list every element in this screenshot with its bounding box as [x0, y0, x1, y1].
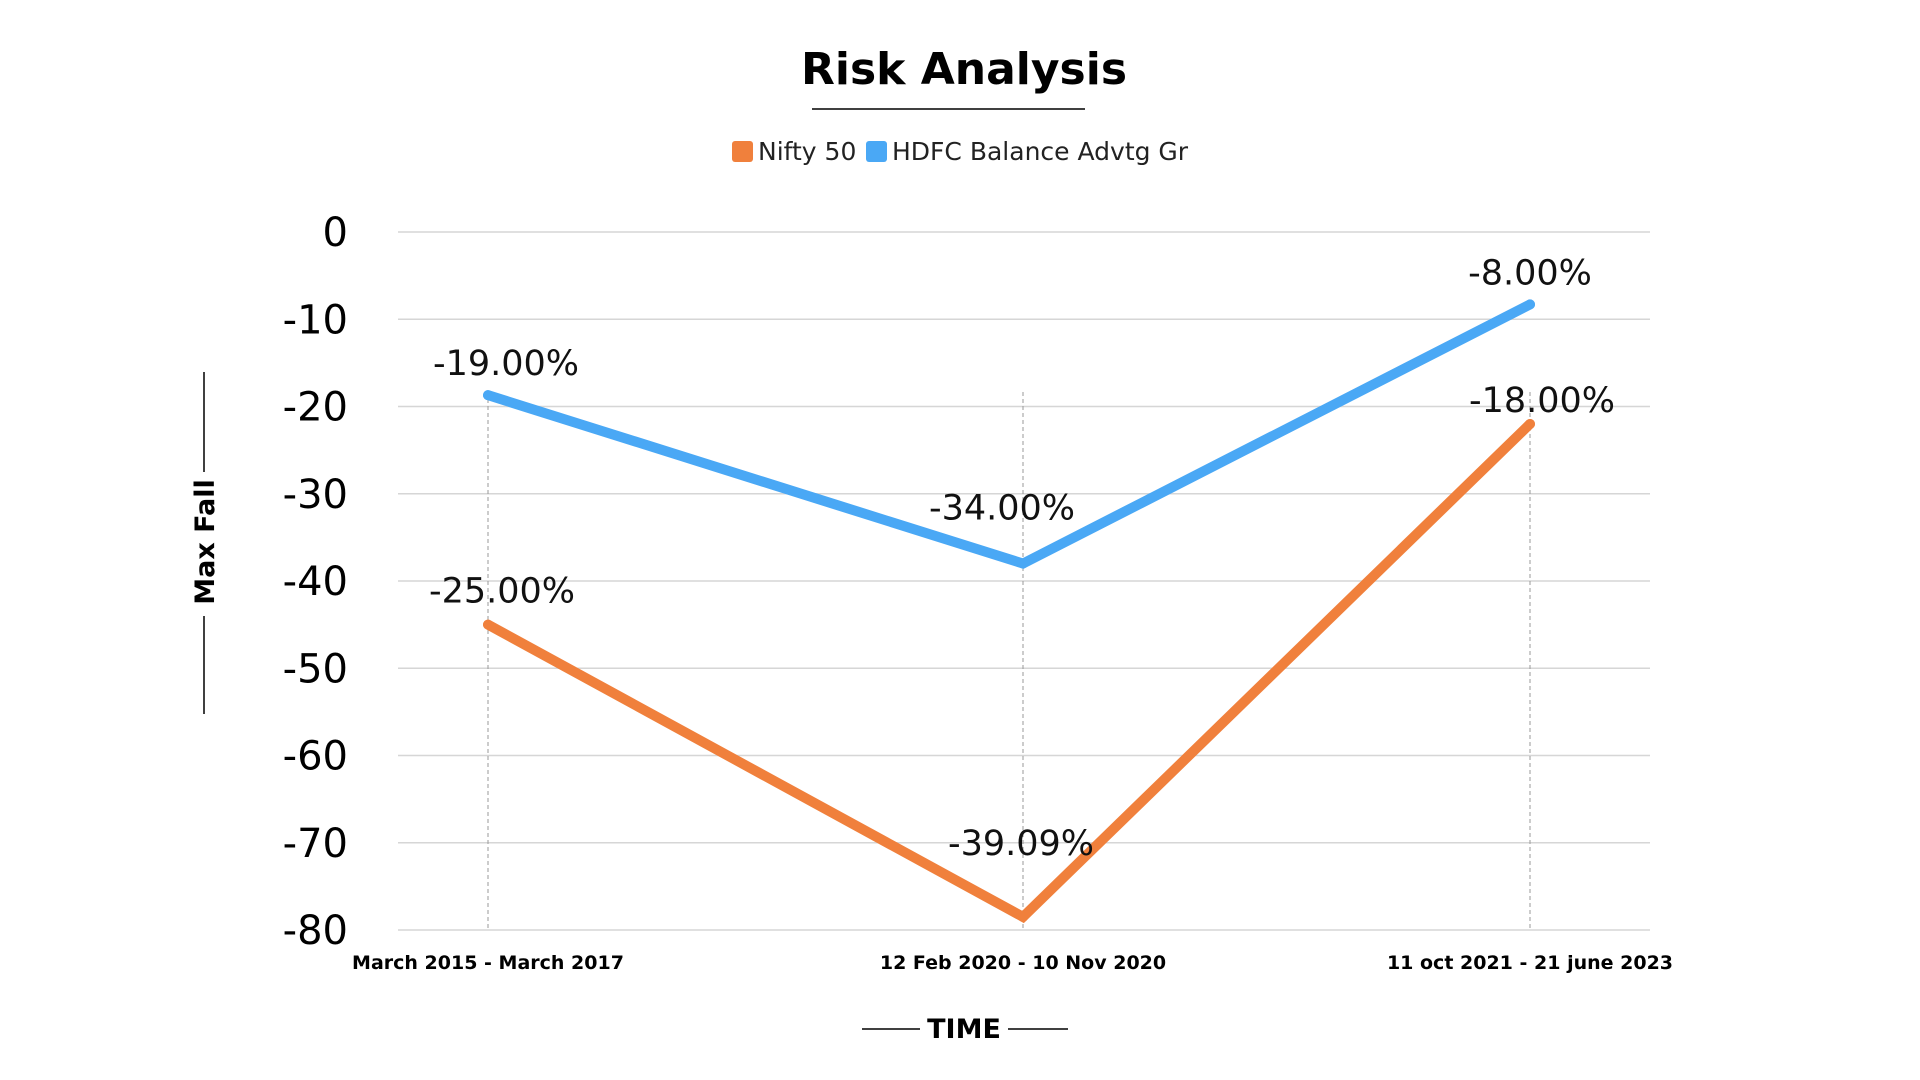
data-label-nifty-50: -18.00% — [1469, 381, 1615, 421]
y-tick-label: -50 — [283, 646, 348, 692]
data-point-hdfc-balance-advtg-gr — [483, 390, 493, 401]
grid-layer — [398, 231, 1650, 931]
drop-lines-layer — [487, 392, 1531, 930]
data-labels-layer: -25.00% -39.09% -18.00% -19.00% -34.00% -8.00… — [429, 253, 1615, 863]
x-tick-label: 11 oct 2021 - 21 june 2023 — [1387, 952, 1673, 974]
y-tick-label: -30 — [283, 472, 348, 518]
data-point-hdfc-balance-advtg-gr — [1018, 558, 1028, 569]
y-tick-label: -20 — [283, 385, 348, 431]
y-tick-label: -80 — [283, 908, 348, 954]
legend-swatch-hdfc-balance-advtg-gr — [866, 141, 887, 162]
data-label-nifty-50: -39.09% — [948, 824, 1094, 864]
data-label-hdfc-balance-advtg-gr: -8.00% — [1468, 253, 1592, 293]
legend-label-nifty-50: Nifty 50 — [758, 137, 856, 166]
data-label-hdfc-balance-advtg-gr: -19.00% — [433, 344, 579, 384]
x-tick-label: 12 Feb 2020 - 10 Nov 2020 — [880, 952, 1166, 974]
data-label-hdfc-balance-advtg-gr: -34.00% — [929, 489, 1075, 529]
y-tick-label: 0 — [323, 210, 348, 256]
y-tick-label: -40 — [283, 559, 348, 605]
data-point-hdfc-balance-advtg-gr — [1525, 299, 1535, 310]
y-axis-title: Max Fall — [190, 479, 221, 605]
data-point-nifty-50 — [483, 619, 493, 630]
y-tick-label: -60 — [283, 734, 348, 780]
y-tick-label: -70 — [283, 821, 348, 867]
series-layer — [483, 299, 1535, 924]
header-layer: Risk Analysis Nifty 50 HDFC Balance Advtg … — [732, 44, 1189, 166]
chart-title: Risk Analysis — [801, 44, 1127, 95]
legend-swatch-nifty-50 — [732, 141, 753, 162]
x-axis-title: TIME — [927, 1014, 1001, 1045]
legend-label-hdfc-balance-advtg-gr: HDFC Balance Advtg Gr — [892, 137, 1189, 166]
data-point-nifty-50 — [1525, 418, 1535, 429]
y-tick-label: -10 — [283, 297, 348, 343]
data-label-nifty-50: -25.00% — [429, 572, 575, 612]
data-point-nifty-50 — [1018, 911, 1028, 922]
x-tick-label: March 2015 - March 2017 — [352, 952, 624, 974]
